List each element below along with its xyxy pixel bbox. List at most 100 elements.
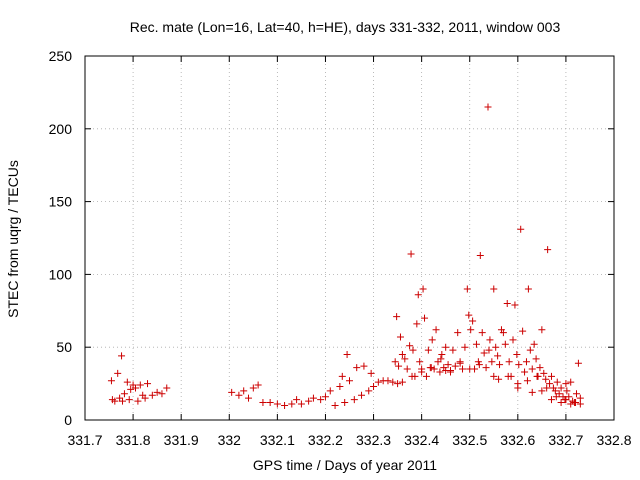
data-point bbox=[442, 366, 450, 374]
data-point bbox=[466, 365, 474, 373]
data-point bbox=[503, 300, 511, 308]
data-point bbox=[567, 400, 575, 408]
data-point bbox=[163, 384, 171, 392]
data-point bbox=[476, 251, 484, 259]
data-point bbox=[451, 362, 459, 370]
data-point bbox=[499, 329, 507, 337]
data-point bbox=[249, 384, 257, 392]
data-point bbox=[413, 320, 421, 328]
data-point bbox=[424, 346, 432, 354]
data-point bbox=[144, 380, 152, 388]
data-point bbox=[141, 394, 149, 402]
data-point bbox=[341, 399, 349, 407]
data-point bbox=[485, 346, 493, 354]
y-tick-label: 250 bbox=[49, 48, 73, 64]
y-axis-label: STEC from uqrg / TECUs bbox=[5, 160, 21, 318]
data-point bbox=[398, 378, 406, 386]
y-tick-label: 100 bbox=[49, 266, 73, 282]
data-point bbox=[482, 364, 490, 372]
data-point bbox=[449, 346, 457, 354]
data-point bbox=[478, 329, 486, 337]
data-point bbox=[240, 387, 248, 395]
data-point bbox=[446, 368, 454, 376]
data-point bbox=[391, 358, 399, 366]
data-point bbox=[111, 397, 119, 405]
data-point bbox=[532, 355, 540, 363]
data-point bbox=[456, 358, 464, 366]
x-tick-label: 332.7 bbox=[548, 432, 583, 448]
x-tick-label: 332.5 bbox=[452, 432, 487, 448]
data-point bbox=[540, 369, 548, 377]
data-point bbox=[484, 103, 492, 111]
data-point bbox=[365, 387, 373, 395]
data-point bbox=[358, 391, 366, 399]
data-point bbox=[123, 378, 131, 386]
data-point bbox=[492, 343, 500, 351]
data-point bbox=[552, 393, 560, 401]
data-point bbox=[504, 372, 512, 380]
data-point bbox=[293, 396, 301, 404]
data-point bbox=[523, 377, 531, 385]
data-point bbox=[490, 285, 498, 293]
data-point bbox=[469, 317, 477, 325]
data-point bbox=[572, 390, 580, 398]
data-point bbox=[463, 285, 471, 293]
data-point bbox=[281, 401, 289, 409]
data-point bbox=[406, 342, 414, 350]
data-point bbox=[490, 372, 498, 380]
data-point bbox=[360, 362, 368, 370]
data-point bbox=[428, 336, 436, 344]
data-point bbox=[526, 346, 534, 354]
x-tick-label: 331.9 bbox=[164, 432, 199, 448]
data-point bbox=[461, 343, 469, 351]
data-point bbox=[434, 358, 442, 366]
data-point bbox=[338, 372, 346, 380]
x-axis-label: GPS time / Days of year 2011 bbox=[253, 457, 437, 473]
data-point bbox=[326, 387, 334, 395]
data-point bbox=[427, 364, 435, 372]
data-point bbox=[398, 350, 406, 358]
data-point bbox=[401, 355, 409, 363]
data-point bbox=[509, 336, 517, 344]
data-point bbox=[517, 225, 525, 233]
data-point bbox=[474, 358, 482, 366]
data-point bbox=[309, 394, 317, 402]
data-point bbox=[407, 250, 415, 258]
data-point bbox=[235, 391, 243, 399]
data-point bbox=[505, 358, 513, 366]
chart-title: Rec. mate (Lon=16, Lat=40, h=HE), days 3… bbox=[130, 19, 561, 35]
data-point bbox=[522, 358, 530, 366]
x-tick-label: 332.6 bbox=[500, 432, 535, 448]
data-point bbox=[321, 393, 329, 401]
data-point bbox=[394, 380, 402, 388]
x-tick-label: 332.3 bbox=[356, 432, 391, 448]
data-point bbox=[148, 391, 156, 399]
data-point bbox=[418, 368, 426, 376]
data-point bbox=[495, 375, 503, 383]
data-point bbox=[467, 326, 475, 334]
data-point bbox=[136, 381, 144, 389]
data-point bbox=[438, 350, 446, 358]
x-tick-label: 332.8 bbox=[596, 432, 631, 448]
data-point bbox=[557, 399, 565, 407]
data-point bbox=[119, 397, 127, 405]
data-point bbox=[547, 396, 555, 404]
data-point bbox=[542, 375, 550, 383]
data-point bbox=[317, 396, 325, 404]
data-point bbox=[419, 285, 427, 293]
data-point bbox=[486, 336, 494, 344]
data-point bbox=[396, 333, 404, 341]
data-point bbox=[259, 399, 267, 407]
data-point bbox=[331, 401, 339, 409]
data-point bbox=[254, 381, 262, 389]
data-point bbox=[563, 387, 571, 395]
data-point bbox=[459, 365, 467, 373]
data-point bbox=[454, 329, 462, 337]
y-tick-label: 200 bbox=[49, 121, 73, 137]
x-tick-label: 332.1 bbox=[260, 432, 295, 448]
data-point bbox=[228, 388, 236, 396]
data-point bbox=[118, 352, 126, 360]
data-point bbox=[403, 365, 411, 373]
data-point bbox=[576, 400, 584, 408]
data-point bbox=[353, 364, 361, 372]
